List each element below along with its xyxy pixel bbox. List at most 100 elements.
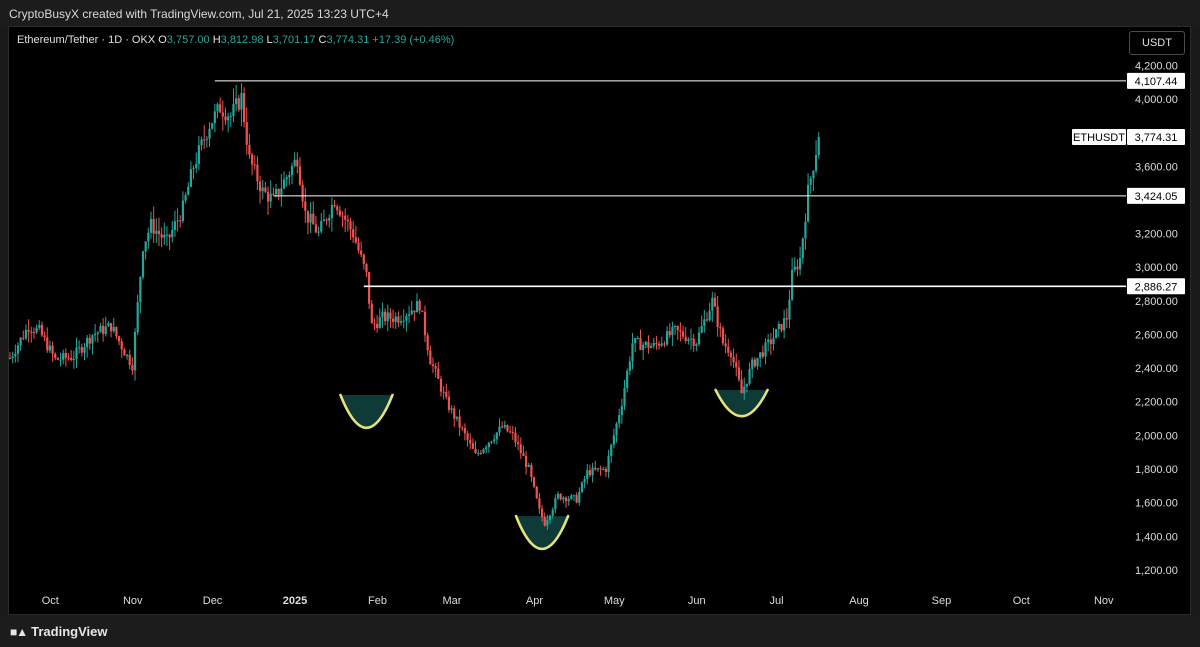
candle-body bbox=[599, 468, 602, 470]
candle bbox=[54, 352, 57, 361]
candle bbox=[402, 309, 405, 329]
candle-body bbox=[370, 303, 373, 324]
high-label: H bbox=[212, 34, 221, 46]
candle-body bbox=[618, 415, 621, 424]
x-tick-label: Nov bbox=[123, 595, 143, 607]
candle bbox=[22, 330, 25, 341]
candle-body bbox=[402, 320, 405, 322]
candle bbox=[399, 315, 403, 326]
candle-body bbox=[120, 341, 123, 350]
price-axis: 4,200.00 4,000.00 3,600.00 3,200.00 3,000.00… bbox=[1072, 60, 1185, 577]
candle-body bbox=[721, 328, 725, 344]
candle-body bbox=[700, 325, 703, 333]
candle-body bbox=[703, 319, 706, 326]
candle-body bbox=[626, 370, 629, 389]
tradingview-logo[interactable]: ■▲ TradingView bbox=[10, 624, 107, 639]
candle-body bbox=[724, 343, 727, 347]
candle bbox=[788, 290, 791, 329]
candle bbox=[309, 202, 312, 233]
candle bbox=[759, 352, 762, 368]
candle bbox=[628, 356, 631, 376]
candle-body bbox=[501, 426, 504, 428]
candle-body bbox=[580, 482, 584, 492]
candle-body bbox=[519, 444, 522, 454]
candle bbox=[748, 362, 751, 386]
candle-body bbox=[240, 93, 243, 110]
candle bbox=[322, 209, 326, 222]
candle bbox=[245, 107, 248, 155]
candle bbox=[147, 227, 150, 249]
candle bbox=[205, 136, 208, 148]
candle-body bbox=[27, 329, 30, 332]
candle-body bbox=[687, 339, 690, 341]
candle bbox=[713, 292, 717, 308]
candle-body bbox=[735, 362, 738, 368]
candle bbox=[306, 210, 310, 235]
candle-body bbox=[612, 435, 615, 445]
candle bbox=[173, 210, 177, 237]
candle-body bbox=[224, 116, 227, 121]
candle bbox=[517, 434, 520, 451]
candle bbox=[753, 357, 756, 368]
candle-body bbox=[280, 188, 283, 195]
candle bbox=[570, 493, 573, 500]
x-tick-label: Jun bbox=[688, 595, 706, 607]
candle bbox=[793, 257, 796, 273]
candle-body bbox=[147, 232, 150, 242]
candle-body bbox=[125, 354, 129, 356]
candle bbox=[692, 333, 695, 352]
last-price-label: 3,774.31 bbox=[1135, 132, 1178, 144]
candle-body bbox=[485, 447, 488, 450]
candle-body bbox=[261, 187, 264, 192]
candle bbox=[777, 321, 780, 338]
candle bbox=[711, 291, 714, 323]
candle bbox=[112, 317, 115, 333]
candle bbox=[346, 214, 349, 232]
candle bbox=[56, 356, 59, 361]
candle bbox=[559, 493, 562, 501]
candle-body bbox=[517, 442, 520, 445]
candle bbox=[163, 222, 166, 245]
candle bbox=[687, 337, 690, 345]
level-label-box bbox=[1127, 278, 1185, 295]
symbol-legend: Ethereum/Tether · 1D · OKX O3,757.00 H3,… bbox=[17, 34, 454, 46]
candle bbox=[503, 420, 506, 430]
candle-body bbox=[176, 220, 179, 222]
candle-body bbox=[663, 343, 666, 345]
candle-body bbox=[639, 338, 642, 350]
candle bbox=[208, 122, 211, 147]
candle-body bbox=[357, 242, 360, 251]
candle-body bbox=[796, 266, 799, 270]
candle bbox=[463, 423, 467, 441]
y-tick-label: 2,800.00 bbox=[1135, 296, 1178, 308]
candle bbox=[487, 441, 490, 453]
candle-body bbox=[338, 210, 341, 216]
x-tick-label: Aug bbox=[849, 595, 869, 607]
candle bbox=[32, 327, 36, 339]
candle bbox=[724, 333, 727, 354]
candle-body bbox=[482, 449, 485, 453]
candle bbox=[437, 361, 440, 380]
candle bbox=[123, 347, 126, 356]
candle bbox=[618, 408, 621, 429]
candle bbox=[155, 218, 158, 243]
candle-body bbox=[102, 325, 105, 334]
candle-body bbox=[14, 353, 17, 357]
candle bbox=[671, 321, 674, 346]
candle bbox=[719, 322, 722, 338]
candle bbox=[780, 323, 783, 333]
candle bbox=[83, 342, 86, 361]
candle-body bbox=[11, 356, 14, 359]
candle bbox=[248, 133, 251, 159]
candle-body bbox=[131, 365, 134, 371]
candle bbox=[304, 187, 307, 223]
candle-body bbox=[269, 193, 272, 202]
candle bbox=[599, 465, 602, 476]
candle-body bbox=[431, 364, 435, 366]
candle bbox=[312, 201, 315, 225]
candle bbox=[679, 322, 682, 342]
currency-button[interactable]: USDT bbox=[1129, 31, 1185, 55]
candle-body bbox=[386, 312, 389, 322]
candle bbox=[376, 315, 379, 333]
